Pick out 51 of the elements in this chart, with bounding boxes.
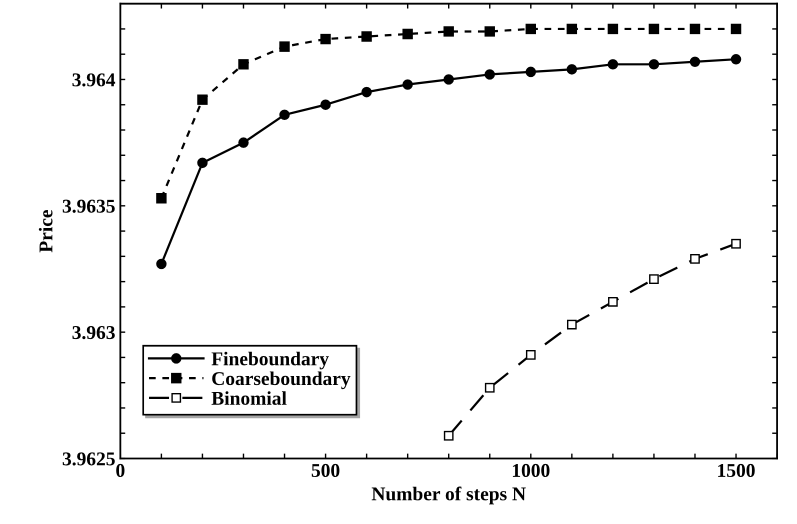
- point: [608, 296, 618, 307]
- point: [402, 79, 413, 90]
- point: [279, 110, 290, 120]
- point: [444, 430, 454, 441]
- point: [156, 193, 167, 204]
- point: [238, 59, 249, 70]
- point: [238, 137, 249, 148]
- x-axis-title: Number of steps N: [372, 486, 526, 504]
- x-tick-label: 500: [312, 464, 340, 478]
- point: [361, 31, 372, 42]
- point: [444, 26, 454, 37]
- point: [526, 24, 536, 34]
- point: [444, 74, 454, 85]
- point: [730, 54, 742, 64]
- point: [402, 28, 413, 40]
- point: [566, 64, 578, 75]
- point: [197, 94, 208, 105]
- x-tick-label: 1000: [512, 464, 550, 478]
- y-tick-label: 3.9635: [62, 200, 115, 213]
- legend-label: Binomial: [212, 391, 287, 405]
- y-tick-label: 3.963: [72, 326, 115, 340]
- point: [484, 382, 495, 393]
- y-tick-label: 3.964: [72, 73, 116, 86]
- point: [526, 350, 536, 360]
- point: [648, 59, 660, 70]
- point: [566, 320, 577, 330]
- x-tick-label: 1500: [718, 464, 755, 478]
- point: [649, 274, 659, 284]
- point: [320, 100, 331, 110]
- point: [690, 254, 700, 264]
- legend-label: Coarseboundary: [212, 371, 350, 390]
- point: [361, 86, 372, 98]
- legend-label: Fineboundary: [212, 352, 329, 370]
- point: [320, 34, 331, 44]
- point: [690, 56, 700, 67]
- point: [566, 24, 578, 34]
- point: [731, 238, 741, 249]
- point: [730, 24, 742, 34]
- point: [484, 26, 495, 37]
- y-tick-label: 3.9625: [62, 452, 115, 466]
- point: [690, 24, 700, 34]
- y-axis-title: Price: [38, 210, 52, 252]
- point: [608, 24, 618, 34]
- point: [484, 69, 495, 80]
- point: [526, 66, 536, 78]
- x-tick-label: 0: [116, 464, 124, 478]
- point: [608, 59, 618, 70]
- point: [197, 158, 208, 168]
- point: [156, 258, 167, 270]
- point: [648, 24, 660, 34]
- point: [279, 41, 290, 52]
